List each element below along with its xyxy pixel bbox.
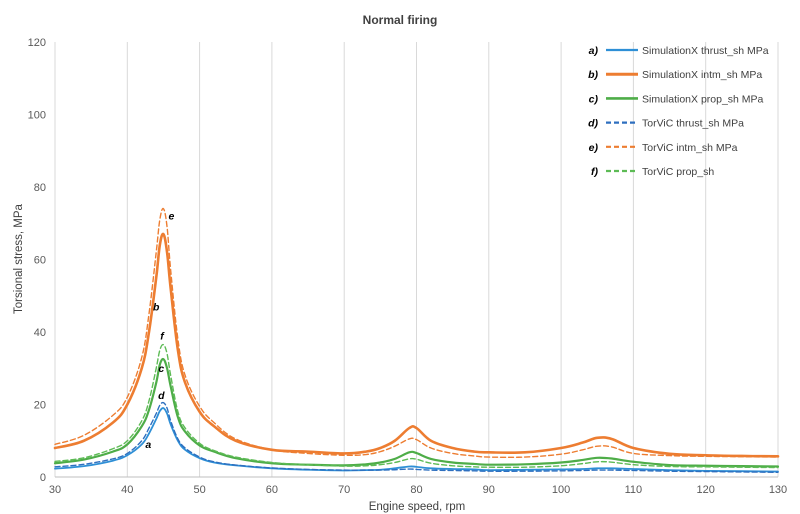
legend-letter: c) xyxy=(589,93,599,105)
y-tick-label: 80 xyxy=(34,182,46,194)
series-line-d xyxy=(54,401,779,473)
x-tick-label: 110 xyxy=(625,484,643,496)
series-lines xyxy=(53,207,780,473)
axes: 30 40 50 60 70 80 90 100 110 120 130 0 20 40 60 80 100 12… xyxy=(28,37,788,496)
series-line-b xyxy=(53,232,780,458)
legend-label: TorViC prop_sh xyxy=(642,166,714,178)
grid xyxy=(54,42,779,477)
legend-label: SimulationX intm_sh MPa xyxy=(642,69,762,81)
legend-label: SimulationX thrust_sh MPa xyxy=(642,45,769,57)
legend-item: c) SimulationX prop_sh MPa xyxy=(589,93,764,105)
legend: a) SimulationX thrust_sh MPa b) SimulationX… xyxy=(588,45,769,178)
legend-letter: f) xyxy=(591,166,598,178)
y-tick-label: 120 xyxy=(28,37,46,49)
annotation-e: e xyxy=(168,211,174,223)
annotation-d: d xyxy=(158,390,165,402)
legend-item: d) TorViC thrust_sh MPa xyxy=(588,118,744,130)
curve-annotations: e b f c d a xyxy=(145,211,174,451)
y-tick-label: 100 xyxy=(28,110,46,122)
legend-item: b) SimulationX intm_sh MPa xyxy=(588,69,762,81)
legend-label: TorViC thrust_sh MPa xyxy=(642,118,744,130)
x-tick-label: 80 xyxy=(410,484,422,496)
legend-letter: d) xyxy=(588,118,598,130)
series-line-c xyxy=(53,357,780,468)
annotation-a: a xyxy=(145,439,151,451)
x-tick-label: 50 xyxy=(193,484,205,496)
x-tick-label: 70 xyxy=(338,484,350,496)
annotation-c: c xyxy=(158,363,164,375)
annotation-f: f xyxy=(160,330,165,342)
annotation-b: b xyxy=(153,301,160,313)
x-tick-label: 130 xyxy=(769,484,787,496)
legend-label: TorViC intm_sh MPa xyxy=(642,142,738,154)
x-tick-label: 40 xyxy=(121,484,133,496)
y-tick-label: 60 xyxy=(34,255,46,267)
y-axis-title: Torsional stress, MPa xyxy=(13,203,25,314)
y-tick-label: 40 xyxy=(34,327,46,339)
series-line-e xyxy=(54,207,779,459)
legend-item: a) SimulationX thrust_sh MPa xyxy=(589,45,769,57)
x-tick-label: 30 xyxy=(49,484,61,496)
legend-letter: b) xyxy=(588,69,598,81)
legend-item: f) TorViC prop_sh xyxy=(591,166,714,178)
x-tick-label: 100 xyxy=(552,484,570,496)
x-axis-title: Engine speed, rpm xyxy=(369,501,466,513)
y-tick-label: 0 xyxy=(40,472,46,484)
x-tick-label: 120 xyxy=(697,484,715,496)
x-tick-label: 60 xyxy=(266,484,278,496)
legend-letter: e) xyxy=(589,142,599,154)
series-line-f xyxy=(54,343,779,469)
legend-item: e) TorViC intm_sh MPa xyxy=(589,142,738,154)
legend-letter: a) xyxy=(589,45,599,57)
chart-title: Normal firing xyxy=(363,13,438,27)
legend-label: SimulationX prop_sh MPa xyxy=(642,93,764,105)
x-tick-label: 90 xyxy=(483,484,495,496)
y-tick-label: 20 xyxy=(34,400,46,412)
